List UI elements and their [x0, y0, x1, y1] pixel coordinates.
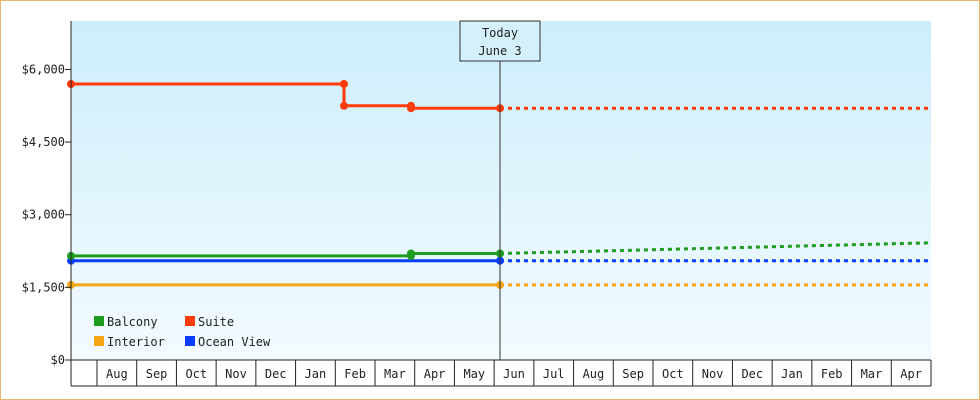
y-tick-label: $4,500: [22, 135, 65, 149]
legend-label-ocean-view: Ocean View: [198, 335, 271, 349]
today-label: Today: [482, 26, 518, 40]
x-tick-label: Feb: [344, 367, 366, 381]
legend-label-suite: Suite: [198, 315, 234, 329]
x-tick-label: Apr: [424, 367, 446, 381]
legend-swatch-interior: [94, 336, 104, 346]
x-tick-label: Jan: [305, 367, 327, 381]
series-layer: [67, 80, 932, 289]
legend-swatch-suite: [185, 316, 195, 326]
x-tick-label: Mar: [384, 367, 406, 381]
legend-label-balcony: Balcony: [107, 315, 158, 329]
x-tick-label: Sep: [146, 367, 168, 381]
y-tick-label: $6,000: [22, 62, 65, 76]
x-tick-label: Aug: [106, 367, 128, 381]
x-tick-label: Sep: [622, 367, 644, 381]
x-tick-label: Jun: [503, 367, 525, 381]
y-tick-label: $0: [51, 353, 65, 367]
legend-swatch-ocean-view: [185, 336, 195, 346]
x-tick-label: Nov: [225, 367, 247, 381]
x-tick-label: Mar: [861, 367, 883, 381]
y-tick-label: $3,000: [22, 208, 65, 222]
series-balcony: [67, 241, 932, 260]
y-tick-label: $1,500: [22, 280, 65, 294]
data-point-suite: [340, 101, 348, 110]
x-tick-label: Feb: [821, 367, 843, 381]
x-tick-label: Aug: [583, 367, 605, 381]
data-point-suite: [340, 80, 348, 88]
data-point-suite: [407, 104, 415, 113]
legend: Balcony Suite Interior Ocean View: [94, 315, 271, 349]
x-tick-label: Oct: [662, 367, 684, 381]
x-tick-label: Dec: [265, 367, 287, 381]
legend-label-interior: Interior: [107, 335, 165, 349]
legend-swatch-balcony: [94, 316, 104, 326]
x-tick-label: Jul: [543, 367, 565, 381]
data-point-balcony: [407, 249, 415, 258]
plot-background: [71, 21, 931, 360]
x-tick-label: Nov: [702, 367, 724, 381]
x-tick-label: May: [463, 367, 485, 381]
x-tick-label: Jan: [781, 367, 803, 381]
x-tick-label: Oct: [185, 367, 207, 381]
today-marker: Today June 3: [459, 20, 541, 360]
x-tick-label: Dec: [741, 367, 763, 381]
today-date-label: June 3: [478, 44, 521, 58]
today-callout-box: [459, 20, 541, 62]
axes-layer: $0 $1,500 $3,000 $4,500 $6,000 Aug Sep Oct Nov De…: [22, 21, 932, 387]
x-tick-label: Apr: [900, 367, 922, 381]
series-line-suite: [71, 82, 500, 110]
